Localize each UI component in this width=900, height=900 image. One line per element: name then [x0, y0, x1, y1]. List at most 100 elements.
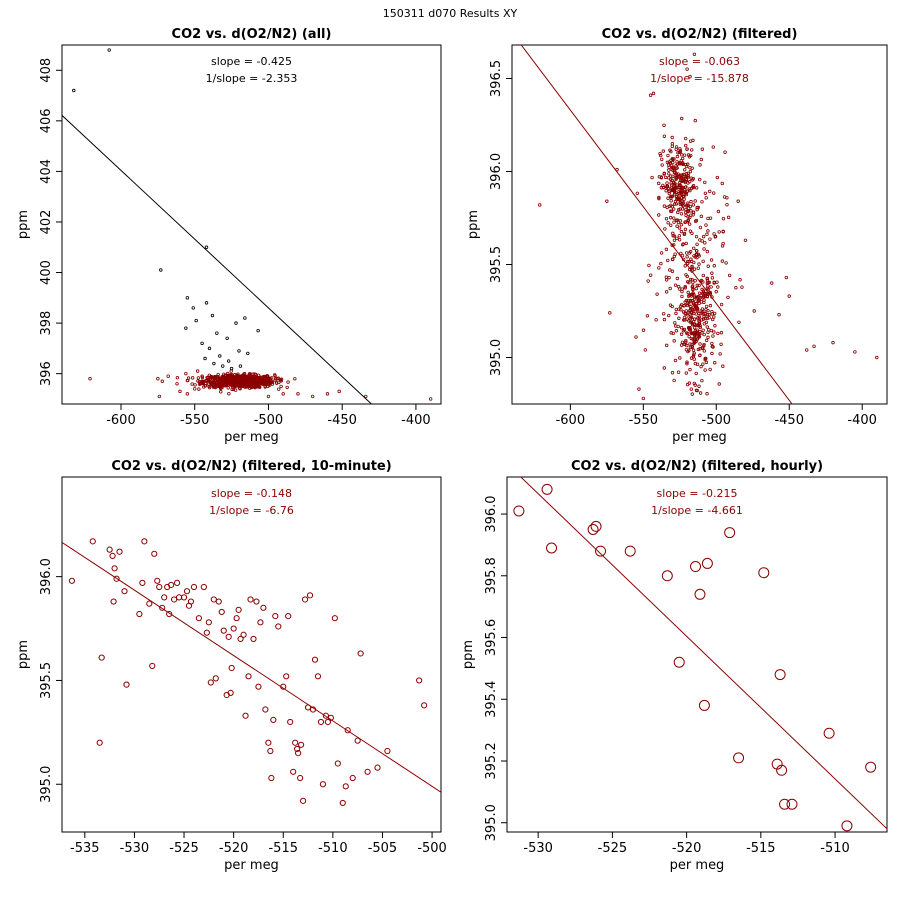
scatter-point	[701, 328, 705, 333]
scatter-point	[706, 330, 710, 335]
scatter-point	[689, 199, 693, 204]
scatter-point	[654, 318, 658, 322]
scatter-point	[684, 185, 688, 189]
scatter-point	[244, 379, 248, 383]
scatter-point	[687, 222, 692, 226]
scatter-point	[690, 278, 695, 282]
scatter-point	[669, 149, 673, 154]
scatter-point	[686, 201, 690, 205]
scatter-point	[256, 373, 261, 378]
scatter-point	[693, 199, 697, 203]
scatter-point	[219, 390, 223, 394]
scatter-point	[273, 373, 277, 377]
scatter-point	[270, 376, 274, 380]
scatter-point	[161, 594, 168, 601]
scatter-point	[679, 304, 683, 308]
y-tick-label: 400	[39, 260, 54, 285]
x-tick-label: -520	[672, 841, 702, 856]
scatter-point	[546, 542, 558, 554]
scatter-point	[673, 199, 678, 204]
scatter-point	[249, 379, 253, 384]
scatter-point	[159, 268, 163, 272]
data-area	[520, 45, 879, 404]
scatter-point	[253, 378, 258, 383]
scatter-point	[682, 168, 687, 172]
x-tick-label: -505	[368, 841, 398, 856]
scatter-point	[687, 206, 691, 210]
scatter-point	[709, 285, 713, 289]
scatter-point	[185, 392, 190, 396]
scatter-point	[175, 594, 183, 601]
scatter-point	[673, 174, 678, 178]
scatter-point	[267, 747, 274, 755]
scatter-point	[686, 290, 690, 295]
scatter-point	[683, 286, 687, 290]
scatter-point	[196, 376, 201, 380]
scatter-point	[624, 545, 636, 557]
y-tick-label: 395.4	[484, 681, 499, 718]
scatter-point	[697, 320, 701, 324]
scatter-point	[683, 300, 687, 304]
scatter-point	[212, 376, 216, 380]
scatter-point	[222, 377, 227, 382]
scatter-point	[194, 318, 198, 323]
scatter-point	[679, 173, 683, 177]
scatter-point	[364, 394, 368, 399]
scatter-point	[701, 317, 706, 321]
scatter-point	[690, 148, 694, 152]
scatter-point	[677, 234, 682, 238]
scatter-point	[68, 577, 76, 584]
scatter-point	[675, 236, 679, 241]
scatter-point	[704, 223, 708, 227]
scatter-point	[693, 297, 697, 301]
scatter-point	[88, 377, 92, 381]
regression-line	[62, 115, 373, 404]
scatter-point	[689, 259, 694, 264]
scatter-point	[774, 669, 786, 681]
scatter-point	[667, 160, 671, 164]
scatter-point	[541, 483, 553, 495]
y-tick-label: 396.5	[489, 60, 504, 97]
scatter-point	[701, 234, 706, 239]
regression-line	[520, 477, 887, 830]
scatter-point	[672, 207, 676, 211]
scatter-point	[672, 220, 676, 224]
scatter-point	[710, 351, 714, 356]
scatter-point	[680, 186, 684, 191]
scatter-point	[674, 194, 678, 199]
y-axis-label: ppm	[16, 640, 31, 669]
scatter-point	[258, 385, 262, 389]
scatter-point	[697, 283, 701, 288]
scatter-point	[279, 384, 283, 389]
scatter-point	[227, 689, 234, 697]
scatter-point	[694, 371, 698, 376]
scatter-point	[679, 196, 683, 200]
scatter-point	[675, 276, 680, 281]
scatter-point	[692, 381, 696, 386]
scatter-point	[682, 304, 686, 308]
scatter-point	[683, 264, 687, 268]
scatter-point	[699, 214, 704, 219]
scatter-point	[695, 283, 699, 288]
scatter-point	[605, 199, 609, 203]
scatter-point	[701, 280, 705, 284]
scatter-point	[706, 264, 710, 268]
scatter-point	[187, 598, 195, 605]
y-tick-label: 395.0	[489, 339, 504, 376]
scatter-point	[694, 218, 699, 223]
scatter-point	[204, 301, 209, 305]
scatter-point	[684, 371, 689, 375]
scatter-point	[690, 269, 694, 273]
scatter-point	[677, 316, 681, 320]
scatter-point	[717, 230, 721, 234]
scatter-point	[682, 153, 687, 157]
x-tick-label: -515	[746, 841, 776, 856]
scatter-point	[670, 144, 675, 149]
scatter-point	[684, 348, 689, 352]
scatter-point	[698, 347, 702, 351]
scatter-point	[658, 153, 663, 158]
scatter-point	[694, 301, 699, 306]
scatter-point	[686, 175, 690, 179]
scatter-point	[710, 271, 714, 275]
scatter-point	[702, 349, 707, 353]
